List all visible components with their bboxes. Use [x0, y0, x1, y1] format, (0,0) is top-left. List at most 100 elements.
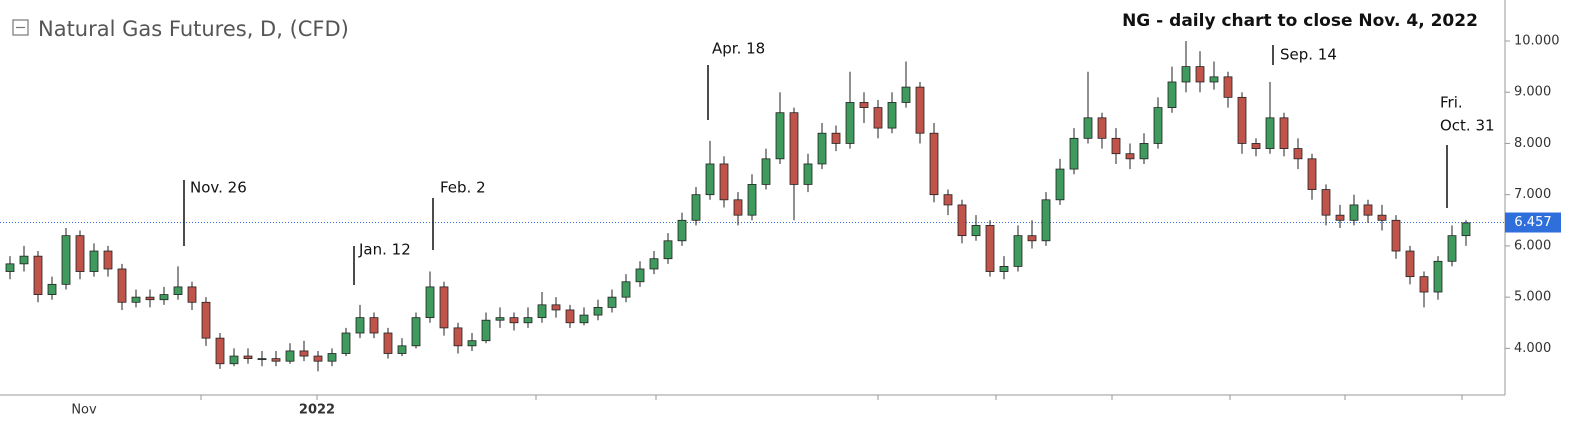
candle-body	[929, 132, 939, 196]
candle-body	[1363, 204, 1373, 216]
candle-body	[593, 306, 603, 316]
y-tick-label: 4.000	[1514, 341, 1551, 356]
x-tick-label: Nov	[71, 403, 97, 418]
candle-body	[565, 309, 575, 324]
candle-body	[1111, 137, 1121, 155]
candle-body	[817, 132, 827, 165]
candle-body	[271, 358, 281, 362]
candle-body	[663, 240, 673, 260]
candle-body	[397, 345, 407, 354]
candle-body	[159, 294, 169, 301]
candle-body	[453, 327, 463, 347]
candle-body	[1391, 219, 1401, 252]
candle-body	[985, 225, 995, 272]
candle-body	[803, 163, 813, 185]
candle-body	[1321, 189, 1331, 216]
annotation: Nov. 26	[190, 179, 247, 197]
candle-body	[5, 263, 15, 272]
candle-body	[747, 184, 757, 216]
candle-body	[537, 304, 547, 319]
candle-body	[1055, 168, 1065, 201]
candle-body	[1307, 158, 1317, 190]
annotation: Oct. 31	[1440, 117, 1495, 135]
candle-body	[131, 296, 141, 303]
candle-body	[75, 235, 85, 272]
candle-body	[1041, 199, 1051, 242]
candle-body	[341, 332, 351, 354]
candle-body	[495, 317, 505, 321]
collapse-icon[interactable]	[12, 19, 29, 36]
candle-body	[523, 317, 533, 324]
candle-body	[103, 250, 113, 270]
annotation: Jan. 12	[358, 241, 411, 259]
candle-body	[1447, 235, 1457, 262]
y-tick-label: 10.000	[1514, 33, 1560, 48]
candle-body	[257, 358, 267, 361]
candle-body	[873, 107, 883, 129]
annotation: Sep. 14	[1280, 46, 1337, 64]
candle-body	[1461, 222, 1471, 237]
candle-body	[887, 102, 897, 129]
candle-body	[145, 296, 155, 301]
candle-body	[369, 317, 379, 334]
candle-body	[789, 112, 799, 185]
candle-body	[915, 86, 925, 134]
candle-body	[1181, 66, 1191, 83]
y-tick-label: 9.000	[1514, 85, 1551, 100]
candle-body	[215, 337, 225, 365]
candle-body	[467, 340, 477, 347]
candle-body	[383, 332, 393, 354]
last-price-box	[1505, 212, 1561, 233]
candle-body	[313, 355, 323, 362]
candle-body	[19, 255, 29, 265]
annotation: Feb. 2	[440, 179, 486, 197]
candle-body	[1027, 235, 1037, 242]
candle-body	[1293, 148, 1303, 160]
candle-body	[1153, 107, 1163, 144]
candle-body	[691, 194, 701, 221]
candle-body	[481, 319, 491, 342]
candle-body	[1279, 117, 1289, 149]
candle-body	[859, 102, 869, 108]
y-tick-label: 5.000	[1514, 290, 1551, 305]
candle-body	[1349, 204, 1359, 221]
header-title: Natural Gas Futures, D, (CFD)	[38, 17, 349, 41]
candle-body	[761, 158, 771, 185]
candle-body	[61, 235, 71, 285]
candle-body	[649, 258, 659, 270]
candle-body	[439, 286, 449, 329]
candle-body	[1209, 76, 1219, 83]
candle-body	[971, 225, 981, 237]
candle-body	[201, 301, 211, 339]
candle-body	[117, 268, 127, 303]
candle-body	[551, 304, 561, 311]
candle-body	[943, 194, 953, 206]
candle-body	[1265, 117, 1275, 149]
candle-body	[901, 86, 911, 103]
candle-body	[1125, 153, 1135, 160]
candle-body	[47, 283, 57, 295]
candle-body	[299, 350, 309, 357]
candle-body	[89, 250, 99, 272]
candle-body	[1405, 250, 1415, 278]
candle-body	[355, 317, 365, 334]
candle-body	[999, 266, 1009, 272]
candle-body	[187, 286, 197, 303]
x-tick-label: 2022	[299, 403, 335, 418]
candle-body	[1083, 117, 1093, 139]
candle-body	[425, 286, 435, 319]
candle-body	[1013, 235, 1023, 267]
candle-body	[1139, 143, 1149, 160]
annotation: Apr. 18	[712, 40, 765, 58]
candle-body	[1377, 214, 1387, 221]
candle-body	[957, 204, 967, 237]
candle-body	[173, 286, 183, 295]
candle-body	[1069, 137, 1079, 170]
candle-body	[733, 199, 743, 216]
candle-body	[635, 268, 645, 283]
candle-body	[1237, 96, 1247, 144]
candle-body	[411, 317, 421, 347]
